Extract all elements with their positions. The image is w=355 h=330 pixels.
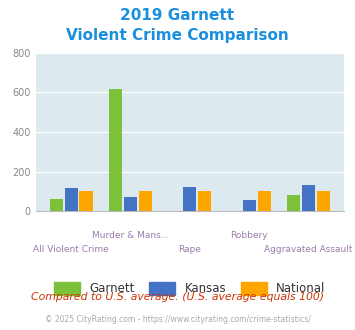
Legend: Garnett, Kansas, National: Garnett, Kansas, National bbox=[50, 277, 330, 300]
Text: Violent Crime Comparison: Violent Crime Comparison bbox=[66, 28, 289, 43]
Text: Aggravated Assault: Aggravated Assault bbox=[264, 245, 353, 253]
Text: Robbery: Robbery bbox=[230, 231, 268, 240]
Bar bbox=[80, 191, 93, 211]
Bar bbox=[243, 200, 256, 211]
Bar bbox=[258, 191, 271, 211]
Bar bbox=[287, 195, 300, 211]
Bar bbox=[302, 185, 315, 211]
Text: All Violent Crime: All Violent Crime bbox=[33, 245, 109, 253]
Bar bbox=[50, 199, 63, 211]
Text: Rape: Rape bbox=[179, 245, 201, 253]
Text: © 2025 CityRating.com - https://www.cityrating.com/crime-statistics/: © 2025 CityRating.com - https://www.city… bbox=[45, 315, 310, 324]
Bar bbox=[317, 191, 330, 211]
Bar bbox=[139, 191, 152, 211]
Bar bbox=[124, 197, 137, 211]
Bar bbox=[198, 191, 211, 211]
Text: Compared to U.S. average. (U.S. average equals 100): Compared to U.S. average. (U.S. average … bbox=[31, 292, 324, 302]
Bar bbox=[109, 89, 122, 211]
Bar bbox=[65, 188, 78, 211]
Text: Murder & Mans...: Murder & Mans... bbox=[92, 231, 169, 240]
Bar bbox=[184, 187, 196, 211]
Text: 2019 Garnett: 2019 Garnett bbox=[120, 8, 235, 23]
